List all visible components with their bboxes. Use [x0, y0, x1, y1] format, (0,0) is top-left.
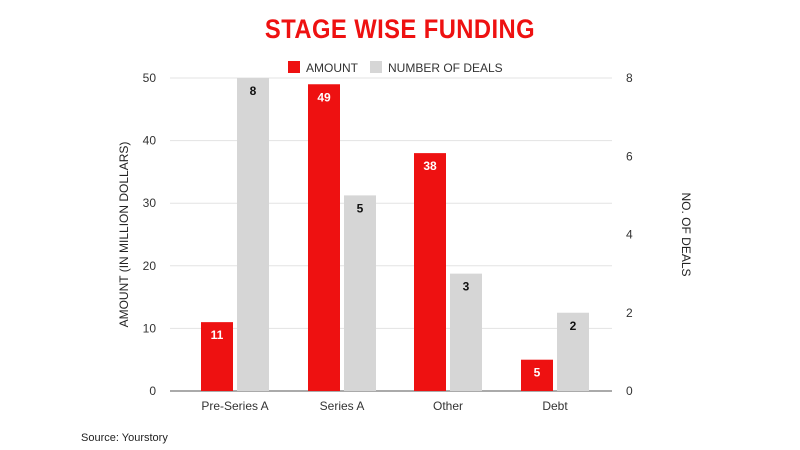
- bar-amount: [521, 359, 553, 391]
- legend-swatch-deals: [370, 61, 382, 73]
- y-tick-label: 20: [143, 259, 157, 273]
- x-tick-label: Pre-Series A: [201, 399, 268, 413]
- y2-tick-label: 6: [626, 149, 633, 163]
- y2-axis-title: NO. OF DEALS: [679, 192, 693, 276]
- gridlines: [170, 77, 612, 392]
- bars: [201, 78, 589, 391]
- bar-deals: [557, 312, 589, 391]
- x-tick-label: Other: [433, 399, 463, 413]
- bar-deals: [344, 195, 376, 391]
- axes: 0 10 20 30 40 50 0 2 4 6 8 Pre-Series A Series A Othe…: [117, 71, 693, 413]
- source-note: Source: Yourstory: [81, 432, 168, 444]
- y2-tick-label: 4: [626, 228, 633, 242]
- data-labels: 11 8 49 5 38 3 5 2: [211, 84, 577, 380]
- legend-swatch-amount: [288, 61, 300, 73]
- y2-tick-label: 0: [626, 384, 633, 398]
- data-label-deals: 2: [570, 319, 577, 333]
- x-tick-label: Debt: [542, 399, 568, 413]
- chart-title: STAGE WISE FUNDING: [264, 14, 536, 44]
- legend: AMOUNT NUMBER OF DEALS: [288, 61, 503, 75]
- bar-amount: [308, 84, 340, 391]
- data-label-deals: 3: [463, 280, 470, 294]
- x-tick-label: Series A: [320, 399, 365, 413]
- y2-tick-label: 2: [626, 306, 633, 320]
- data-label-deals: 5: [357, 201, 364, 215]
- bar-deals: [450, 273, 482, 391]
- bar-amount: [414, 153, 446, 391]
- y-axis-title: AMOUNT (IN MILLION DOLLARS): [117, 142, 131, 328]
- y-tick-label: 10: [143, 321, 157, 335]
- bar-deals: [237, 78, 269, 391]
- y-tick-label: 0: [149, 384, 156, 398]
- data-label-amount: 11: [211, 328, 224, 342]
- y-tick-label: 30: [143, 196, 157, 210]
- legend-label-deals: NUMBER OF DEALS: [388, 61, 503, 75]
- y2-tick-label: 8: [626, 71, 633, 85]
- data-label-amount: 5: [534, 366, 541, 380]
- bar-amount: [201, 322, 233, 391]
- y-tick-label: 40: [143, 134, 157, 148]
- data-label-deals: 8: [250, 84, 257, 98]
- y-tick-label: 50: [143, 71, 157, 85]
- data-label-amount: 49: [317, 90, 331, 104]
- legend-label-amount: AMOUNT: [306, 61, 359, 75]
- data-label-amount: 38: [423, 159, 437, 173]
